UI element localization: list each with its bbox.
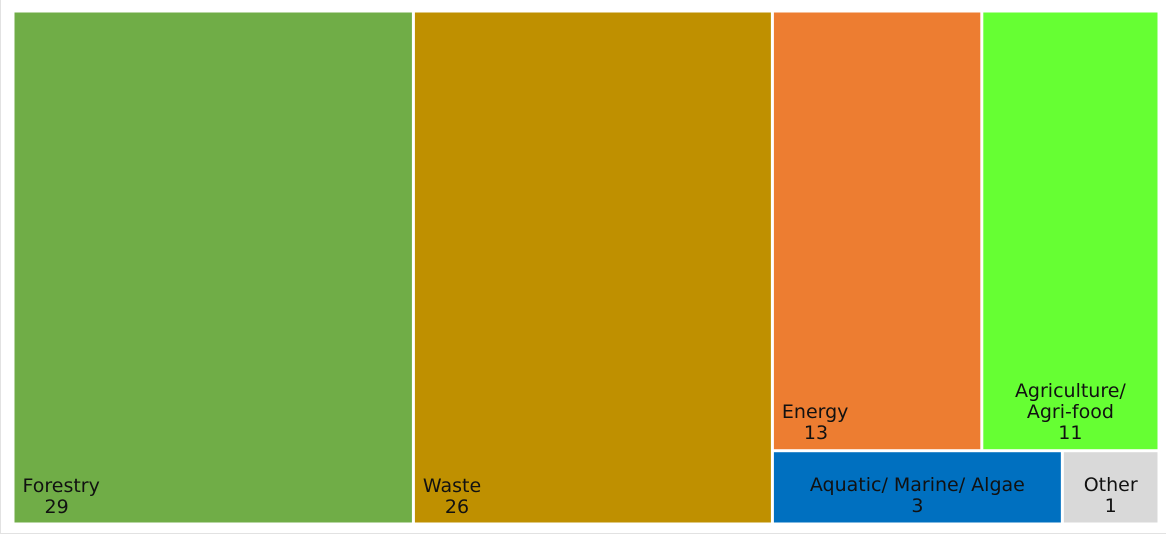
treemap-tile-agriculture-agri-food: [983, 12, 1158, 450]
tile-value: 13: [803, 422, 829, 445]
treemap-tile-other: [1063, 452, 1158, 523]
treemap-tile-energy: [773, 12, 981, 450]
tile-name: Agriculture/ Agri-food: [1014, 380, 1126, 424]
treemap-tile-label-box: Forestry 29: [15, 13, 412, 523]
tile-value: 29: [44, 495, 69, 518]
tile-value: 26: [444, 495, 470, 518]
tile-name: Aquatic/ Marine/ Algae: [809, 474, 1025, 497]
tile-name: Other: [1083, 474, 1138, 497]
treemap-tile-label: Agriculture/ Agri-food 11: [983, 381, 1157, 444]
treemap-tile-label-box: Other 1: [1064, 452, 1158, 522]
treemap-tile-aquatic-marine-algae: [773, 452, 1061, 523]
treemap-tile-label: Other 1: [1064, 475, 1158, 517]
treemap-tile-label-box: Agriculture/ Agri-food 11: [983, 13, 1157, 450]
tile-value: 1: [1104, 495, 1117, 518]
treemap-tile-forestry: [14, 12, 412, 523]
treemap-tile-label-box: Energy 13: [774, 13, 980, 450]
treemap-tile-label-box: Aquatic/ Marine/ Algae 3: [774, 452, 1061, 522]
tile-value: 11: [1058, 422, 1083, 445]
treemap-tile-label-box: Waste 26: [415, 13, 771, 523]
treemap-tile-label: Energy 13: [782, 402, 849, 444]
treemap-tile-waste: [414, 12, 771, 523]
tile-name: Energy: [781, 401, 849, 424]
treemap-tile-label: Aquatic/ Marine/ Algae 3: [774, 475, 1061, 517]
tile-value: 3: [911, 495, 924, 518]
tile-name: Forestry: [22, 474, 100, 497]
tile-name: Waste: [422, 474, 482, 497]
treemap-tile-label: Forestry 29: [22, 474, 100, 518]
treemap-tile-label: Waste 26: [422, 474, 482, 518]
